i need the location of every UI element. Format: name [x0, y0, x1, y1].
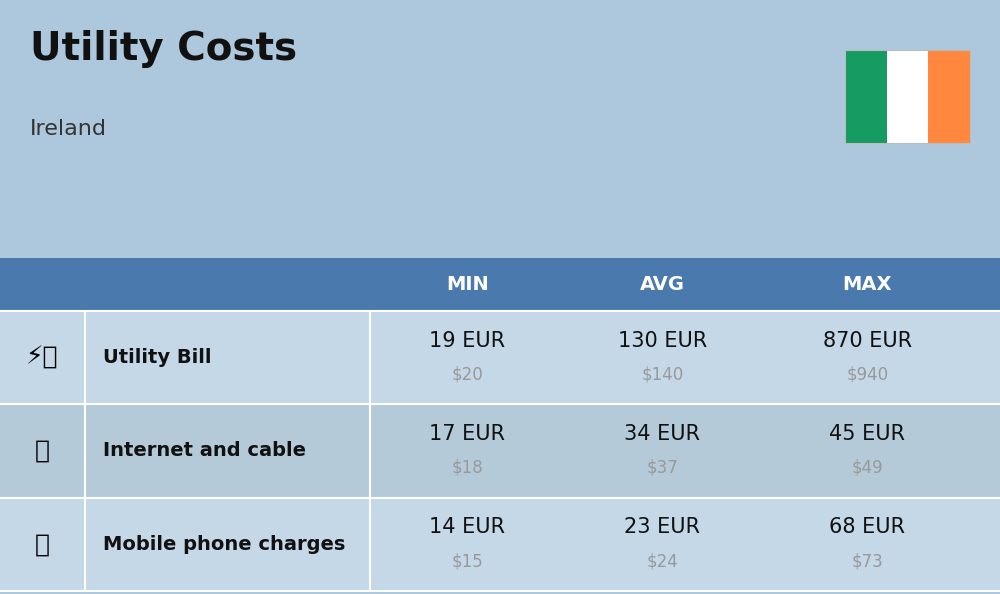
Text: 17 EUR: 17 EUR	[429, 424, 505, 444]
Bar	[928, 50, 970, 143]
Bar	[0, 404, 85, 498]
Text: Ireland: Ireland	[30, 119, 107, 139]
Bar	[0, 404, 1000, 498]
Text: $37: $37	[647, 459, 678, 476]
Text: 870 EUR: 870 EUR	[823, 331, 912, 350]
Text: 📶: 📶	[35, 439, 50, 463]
Text: 14 EUR: 14 EUR	[429, 517, 505, 538]
Text: $15: $15	[452, 552, 483, 570]
Text: AVG: AVG	[640, 275, 685, 294]
Text: 130 EUR: 130 EUR	[618, 331, 707, 350]
Text: MAX: MAX	[843, 275, 892, 294]
Bar	[0, 258, 1000, 311]
Bar	[0, 311, 85, 404]
Text: $940: $940	[846, 365, 889, 383]
Text: $20: $20	[452, 365, 483, 383]
Text: $140: $140	[641, 365, 684, 383]
Text: $49: $49	[852, 459, 883, 476]
Bar	[887, 50, 928, 143]
Bar	[845, 50, 970, 143]
Text: Utility Costs: Utility Costs	[30, 30, 297, 68]
Bar	[0, 311, 1000, 404]
Bar	[845, 50, 887, 143]
Text: $73: $73	[852, 552, 883, 570]
Text: $24: $24	[647, 552, 678, 570]
Bar	[0, 498, 1000, 591]
Text: $18: $18	[452, 459, 483, 476]
Text: 34 EUR: 34 EUR	[624, 424, 700, 444]
Text: 📱: 📱	[35, 532, 50, 557]
Text: Internet and cable: Internet and cable	[103, 441, 306, 460]
Text: Utility Bill: Utility Bill	[103, 348, 212, 367]
Text: Mobile phone charges: Mobile phone charges	[103, 535, 345, 554]
Bar	[0, 498, 85, 591]
Text: 45 EUR: 45 EUR	[829, 424, 905, 444]
Text: 23 EUR: 23 EUR	[624, 517, 700, 538]
Text: 68 EUR: 68 EUR	[829, 517, 905, 538]
Text: MIN: MIN	[446, 275, 489, 294]
Text: 19 EUR: 19 EUR	[429, 331, 506, 350]
Text: ⚡🔧: ⚡🔧	[26, 345, 59, 369]
